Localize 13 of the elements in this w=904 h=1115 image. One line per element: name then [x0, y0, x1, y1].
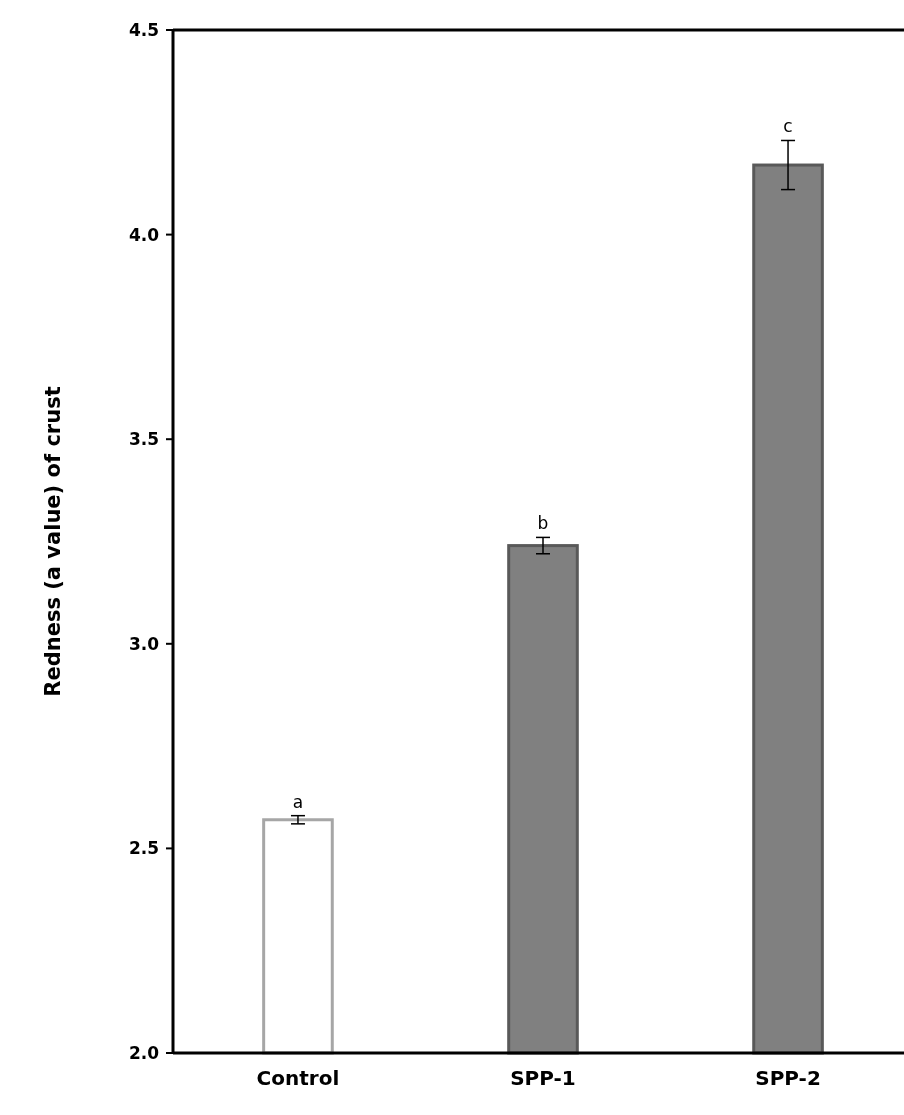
y-tick-label: 3.5	[128, 429, 159, 450]
y-tick-label: 3.0	[128, 633, 160, 654]
x-tick-label: Control	[256, 1066, 340, 1090]
annotation: a	[292, 791, 304, 812]
y-tick-label: 2.0	[128, 1042, 160, 1063]
x-tick-label: SPP-2	[755, 1066, 821, 1090]
y-tick-label: 4.0	[128, 224, 160, 245]
y-tick-label: 4.5	[128, 19, 159, 40]
x-tick-label: SPP-1	[510, 1066, 576, 1090]
y-tick-label: 2.5	[128, 838, 159, 859]
annotation: c	[783, 116, 793, 137]
annotation: b	[537, 513, 549, 534]
y-axis-title: Redness (a value) of crust	[41, 386, 65, 697]
